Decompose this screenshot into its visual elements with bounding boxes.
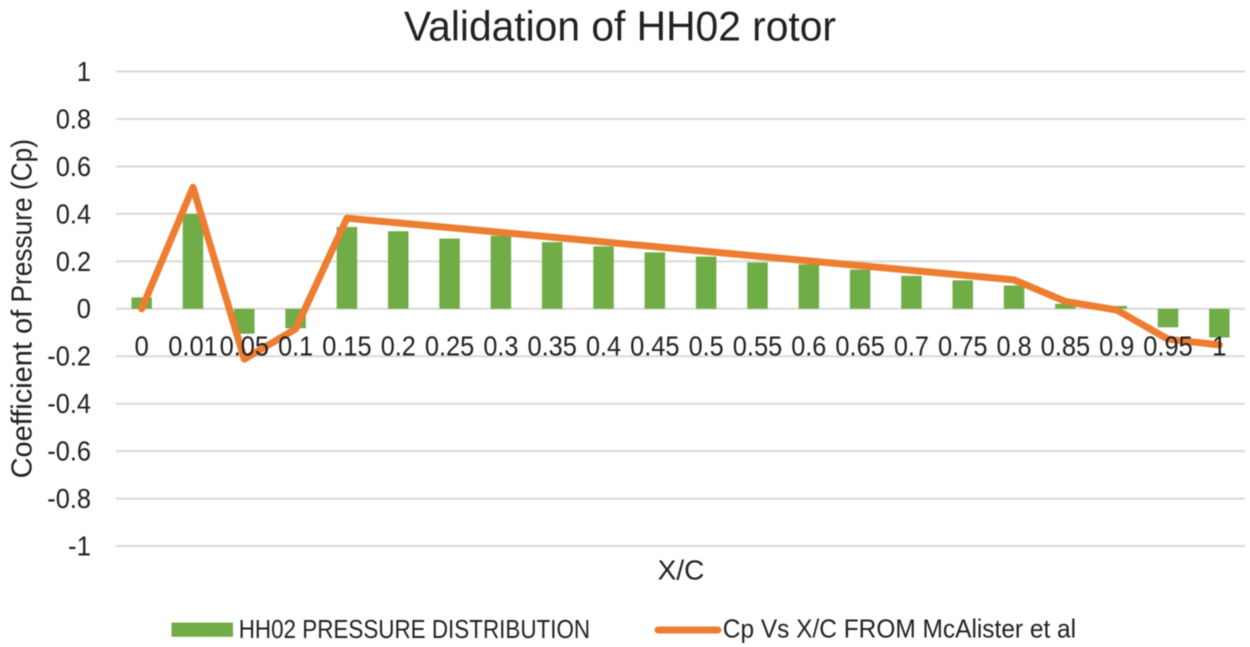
svg-text:0.75: 0.75: [938, 330, 987, 361]
svg-text:0.9: 0.9: [1099, 330, 1134, 361]
svg-text:-1: -1: [68, 530, 91, 561]
svg-text:-0.6: -0.6: [47, 436, 91, 467]
svg-text:0.55: 0.55: [733, 330, 782, 361]
svg-text:0.6: 0.6: [56, 151, 91, 182]
svg-text:1: 1: [1212, 330, 1226, 361]
svg-text:0.4: 0.4: [56, 198, 91, 229]
svg-text:Validation of HH02 rotor: Validation of HH02 rotor: [404, 2, 836, 49]
svg-text:0.6: 0.6: [791, 330, 826, 361]
svg-text:0.4: 0.4: [586, 330, 621, 361]
svg-text:0.35: 0.35: [527, 330, 576, 361]
svg-text:1: 1: [77, 56, 91, 87]
svg-text:0.05: 0.05: [220, 330, 269, 361]
svg-text:0.15: 0.15: [322, 330, 371, 361]
svg-text:0.85: 0.85: [1041, 330, 1090, 361]
svg-text:-0.4: -0.4: [47, 388, 91, 419]
svg-text:0.65: 0.65: [835, 330, 884, 361]
svg-text:Coefficient of: Coefficient of: [7, 309, 39, 478]
svg-text:0.1: 0.1: [278, 330, 313, 361]
svg-text:0.25: 0.25: [425, 330, 474, 361]
svg-text:Cp Vs X/C FROM McAlister et al: Cp Vs X/C FROM McAlister et al: [723, 614, 1076, 644]
svg-text:0.95: 0.95: [1143, 330, 1192, 361]
svg-text:Pressure (Cp): Pressure (Cp): [7, 139, 39, 302]
svg-text:-0.2: -0.2: [47, 341, 91, 372]
svg-text:HH02 PRESSURE DISTRIBUTION: HH02 PRESSURE DISTRIBUTION: [239, 614, 590, 644]
svg-text:0.01: 0.01: [168, 330, 217, 361]
svg-text:0.45: 0.45: [630, 330, 679, 361]
svg-text:-0.8: -0.8: [47, 483, 91, 514]
svg-text:0.8: 0.8: [56, 103, 91, 134]
svg-text:0.2: 0.2: [381, 330, 416, 361]
svg-text:0.3: 0.3: [483, 330, 518, 361]
svg-text:0: 0: [134, 330, 148, 361]
svg-text:0.5: 0.5: [689, 330, 724, 361]
svg-text:0.8: 0.8: [997, 330, 1032, 361]
svg-text:X/C: X/C: [658, 555, 705, 586]
svg-text:0.2: 0.2: [56, 246, 91, 277]
svg-text:0: 0: [77, 293, 91, 324]
svg-text:0.7: 0.7: [894, 330, 929, 361]
